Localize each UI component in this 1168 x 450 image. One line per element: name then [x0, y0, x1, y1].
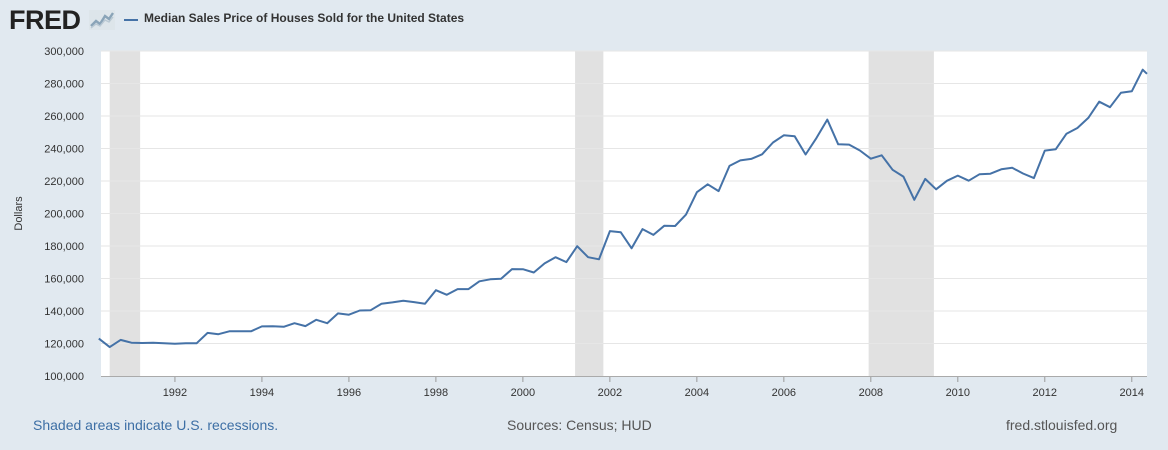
site-link[interactable]: fred.stlouisfed.org [1006, 417, 1118, 433]
x-tick-label: 1998 [424, 387, 448, 399]
legend-label: Median Sales Price of Houses Sold for th… [144, 11, 465, 25]
x-axis-ticks: 1992 1994 1996 1998 2000 2002 2004 2006 2008 2010… [163, 376, 1144, 399]
y-tick-label: 180,000 [44, 241, 84, 253]
x-tick-label: 2002 [598, 387, 622, 399]
chart-line-icon [89, 10, 115, 30]
y-tick-label: 120,000 [44, 339, 84, 351]
y-tick-label: 160,000 [44, 274, 84, 286]
fred-logo[interactable]: FRED [9, 5, 81, 35]
x-tick-label: 2014 [1120, 387, 1144, 399]
y-tick-label: 100,000 [44, 371, 84, 383]
x-tick-label: 2008 [859, 387, 883, 399]
y-tick-label: 200,000 [44, 209, 84, 221]
x-tick-label: 1994 [250, 387, 274, 399]
x-tick-label: 2004 [685, 387, 709, 399]
y-tick-label: 300,000 [44, 46, 84, 58]
recession-note: Shaded areas indicate U.S. recessions. [33, 417, 279, 433]
legend-swatch [124, 19, 138, 21]
x-tick-label: 1996 [337, 387, 361, 399]
x-tick-label: 1992 [163, 387, 187, 399]
chart-footer: Shaded areas indicate U.S. recessions. S… [0, 414, 1168, 438]
y-tick-label: 240,000 [44, 144, 84, 156]
series-line[interactable] [98, 68, 1148, 349]
y-tick-label: 140,000 [44, 306, 84, 318]
y-axis-ticks: 100,000 120,000 140,000 160,000 180,000 200,0… [44, 46, 84, 383]
y-tick-label: 220,000 [44, 176, 84, 188]
x-tick-label: 2010 [946, 387, 970, 399]
x-tick-label: 2012 [1033, 387, 1057, 399]
sources-text: Sources: Census; HUD [507, 417, 652, 433]
y-tick-label: 260,000 [44, 111, 84, 123]
x-tick-label: 2000 [511, 387, 535, 399]
y-tick-label: 280,000 [44, 79, 84, 91]
y-axis-label: Dollars [13, 196, 25, 231]
x-tick-label: 2006 [772, 387, 796, 399]
grid-lines [101, 50, 1147, 344]
chart-header: FRED Median Sales Price of Houses Sold f… [0, 0, 1168, 40]
line-chart: 100,000 120,000 140,000 160,000 180,000 200,0… [13, 46, 1148, 399]
